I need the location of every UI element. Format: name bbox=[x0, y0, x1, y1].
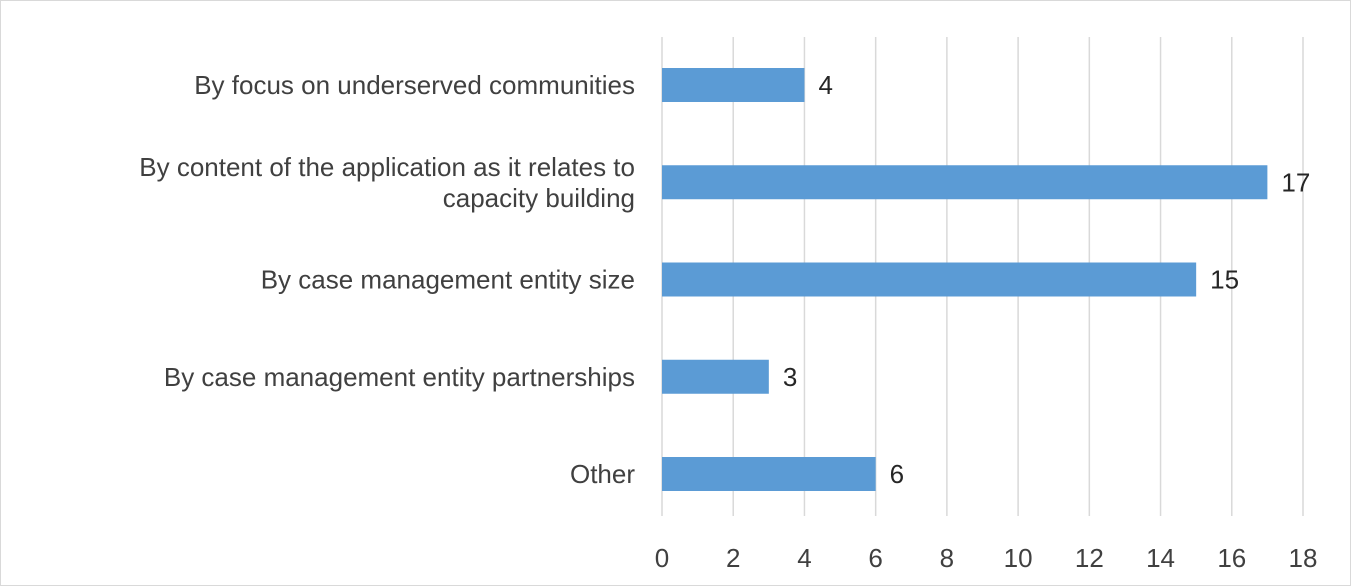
bar-4 bbox=[662, 359, 769, 394]
category-label-line: Other bbox=[570, 459, 635, 489]
data-labels: 4 17 15 3 6 bbox=[783, 70, 1310, 489]
x-tick-label-0: 0 bbox=[655, 543, 669, 573]
data-label-5: 6 bbox=[890, 459, 904, 489]
bar-2 bbox=[662, 165, 1268, 200]
category-labels: By focus on underserved communities By co… bbox=[139, 70, 635, 489]
x-tick-label-16: 16 bbox=[1217, 543, 1246, 573]
x-tick-label-4: 4 bbox=[797, 543, 811, 573]
data-label-1: 4 bbox=[818, 70, 832, 100]
category-label-line: By case management entity size bbox=[261, 265, 635, 295]
bar-1 bbox=[662, 68, 805, 102]
data-label-3: 15 bbox=[1210, 265, 1239, 295]
x-tick-label-6: 6 bbox=[868, 543, 882, 573]
x-tick-label-14: 14 bbox=[1146, 543, 1175, 573]
data-label-2: 17 bbox=[1281, 167, 1310, 197]
bar-3 bbox=[662, 262, 1197, 297]
bars bbox=[662, 68, 1268, 491]
x-tick-label-18: 18 bbox=[1289, 543, 1318, 573]
category-label-line: By focus on underserved communities bbox=[194, 70, 635, 100]
category-label-line: By content of the application as it rela… bbox=[139, 152, 635, 182]
category-label-3: By case management entity size bbox=[261, 265, 635, 295]
category-label-5: Other bbox=[570, 459, 635, 489]
category-label-line: capacity building bbox=[443, 183, 635, 213]
x-tick-label-8: 8 bbox=[940, 543, 954, 573]
x-tick-label-10: 10 bbox=[1004, 543, 1033, 573]
category-label-1: By focus on underserved communities bbox=[194, 70, 635, 100]
x-tick-label-12: 12 bbox=[1075, 543, 1104, 573]
x-axis-tick-labels: 0 2 4 6 8 10 12 14 16 18 bbox=[655, 543, 1318, 573]
x-tick-label-2: 2 bbox=[726, 543, 740, 573]
category-label-2: By content of the application as it rela… bbox=[139, 152, 635, 213]
data-label-4: 3 bbox=[783, 362, 797, 392]
bar-5 bbox=[662, 457, 876, 491]
category-label-4: By case management entity partnerships bbox=[164, 362, 635, 392]
category-label-line: By case management entity partnerships bbox=[164, 362, 635, 392]
